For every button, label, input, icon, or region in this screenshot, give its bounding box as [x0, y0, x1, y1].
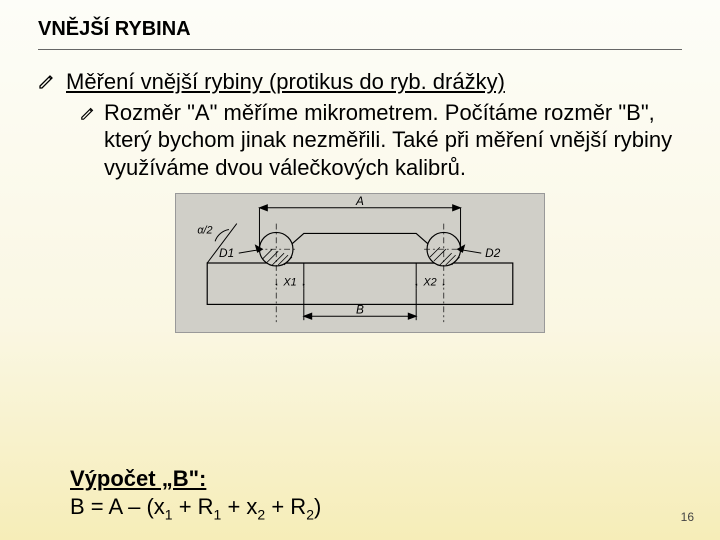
label-a: A [355, 194, 364, 208]
formula-part: + x [221, 494, 257, 519]
label-d1: D1 [219, 246, 234, 260]
formula-part: + R [173, 494, 214, 519]
formula-part: + R [265, 494, 306, 519]
formula-sub: 2 [306, 506, 314, 522]
title-rule [38, 49, 682, 50]
page-title: VNĚJŠÍ RYBINA [38, 18, 682, 41]
formula-part: B = A – (x [70, 494, 165, 519]
formula-sub: 1 [165, 506, 173, 522]
label-x2: X2 [422, 277, 436, 289]
formula-part: ) [314, 494, 321, 519]
main-bullet: Měření vnější rybiny (protikus do ryb. d… [38, 68, 682, 97]
page-number: 16 [681, 510, 694, 524]
sub-bullet: Rozměr "A" měříme mikrometrem. Počítáme … [80, 99, 682, 182]
pencil-icon [80, 105, 96, 121]
calculation-block: Výpočet „B": B = A – (x1 + R1 + x2 + R2) [70, 466, 321, 522]
label-d2: D2 [485, 246, 501, 260]
label-x1: X1 [282, 277, 296, 289]
label-b: B [356, 302, 364, 316]
pencil-icon [38, 72, 56, 90]
dovetail-diagram: A D1 D2 α/2 X1 [175, 193, 545, 338]
calc-title: Výpočet „B": [70, 466, 321, 492]
bullet-subtitle: Měření vnější rybiny (protikus do ryb. d… [66, 68, 505, 97]
calc-formula: B = A – (x1 + R1 + x2 + R2) [70, 494, 321, 522]
bullet-body: Rozměr "A" měříme mikrometrem. Počítáme … [104, 99, 682, 182]
label-angle: α/2 [197, 225, 212, 237]
